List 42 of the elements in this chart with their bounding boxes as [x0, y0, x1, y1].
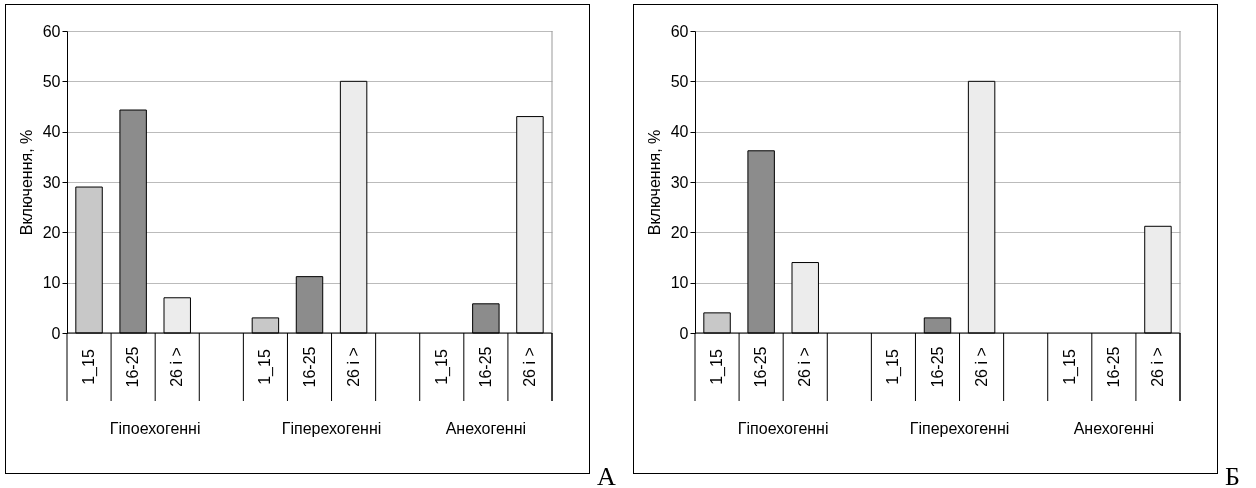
- y-tick-label: 10: [670, 274, 689, 292]
- y-tick-label: 0: [679, 324, 689, 342]
- text: 16-25: [752, 346, 770, 388]
- y-tick-label: 40: [42, 123, 61, 141]
- text: 1_15: [80, 349, 99, 385]
- y-tick-label: 50: [42, 72, 61, 90]
- y-tick-label: 50: [670, 72, 689, 90]
- y-tick-label: 20: [670, 223, 689, 241]
- y-tick-label: 10: [42, 274, 61, 292]
- text: 1_15: [708, 349, 727, 385]
- y-tick-label: 60: [670, 22, 689, 40]
- y-tick-label: 30: [42, 173, 61, 191]
- y-tick-label: 30: [670, 173, 689, 191]
- text: 16-25: [928, 346, 946, 388]
- x-tick-label: Анехогенні: [1073, 420, 1155, 437]
- text: 16-25: [1104, 346, 1122, 388]
- text: Б: [1225, 462, 1240, 488]
- text: 1_15: [256, 349, 274, 385]
- y-axis-title: Включення, %: [17, 129, 35, 236]
- text: 26 і >: [972, 347, 990, 387]
- text: 26 і >: [796, 347, 814, 387]
- x-tick-label: Гіперехогенні: [909, 420, 1010, 437]
- text: А: [597, 462, 616, 488]
- y-tick-label: 0: [51, 324, 61, 342]
- text: 26 і >: [168, 347, 186, 387]
- text: 26 і >: [1148, 347, 1166, 387]
- text: 26 і >: [520, 347, 538, 387]
- y-tick-label: 40: [670, 123, 689, 141]
- text: 16-25: [300, 346, 318, 388]
- y-tick-label: 60: [42, 22, 61, 40]
- x-tick-label: Анехогенні: [445, 420, 527, 437]
- x-tick-label: Гіпоехогенні: [109, 420, 201, 437]
- text: 26 і >: [344, 347, 362, 387]
- y-tick-label: 20: [42, 223, 61, 241]
- text: 16-25: [124, 346, 142, 388]
- x-tick-label: Гіперехогенні: [281, 420, 382, 437]
- text: 1_15: [1060, 349, 1078, 385]
- text: 16-25: [476, 346, 494, 388]
- text: 1_15: [884, 349, 902, 385]
- x-tick-label: Гіпоехогенні: [737, 420, 829, 437]
- y-axis-title: Включення, %: [645, 129, 663, 236]
- text: 1_15: [432, 349, 450, 385]
